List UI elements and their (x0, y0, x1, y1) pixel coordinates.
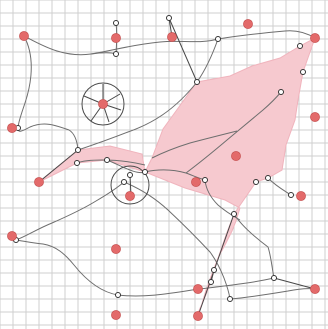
ring-node-icon (166, 15, 172, 21)
curve-top-left (23, 35, 219, 56)
link-bottom-cross (197, 213, 235, 317)
curve-ribbon-top (151, 130, 238, 159)
curve-center-branch (77, 81, 198, 151)
circles (81, 82, 150, 205)
ring-node-icon (115, 292, 121, 298)
ring-node-icon (265, 175, 271, 181)
curve-middle-links (106, 159, 206, 181)
red-dot-icon (98, 99, 108, 109)
ring-node-icon (253, 179, 259, 185)
red-dot-icon (125, 191, 135, 201)
ring-node-icon (113, 20, 119, 26)
red-dot-icon (111, 33, 121, 43)
ring-node-icon (121, 179, 127, 185)
ring-node-icon (75, 147, 81, 153)
red-dot-icon (296, 191, 306, 201)
curve-left-lower (15, 181, 125, 241)
ring-node-icon (288, 192, 294, 198)
red-dot-icon (243, 19, 253, 29)
link-left-cross (38, 149, 79, 183)
ring-node-icon (271, 275, 277, 281)
red-dot-icon (310, 112, 320, 122)
ring-node-icon (227, 296, 233, 302)
ring-node-icon (127, 172, 133, 178)
ring-node-icon (74, 160, 80, 166)
red-dot-icon (167, 32, 177, 42)
ring-node-icon (208, 279, 214, 285)
ring-node-icon (211, 267, 217, 273)
red-dot-icon (19, 31, 29, 41)
curve-middle-bottom (123, 181, 231, 300)
link-bottom-right (273, 277, 316, 290)
red-dot-icon (111, 310, 121, 320)
ring-node-icon (202, 177, 208, 183)
curve-left-side (17, 35, 79, 151)
ring-node-icon (300, 69, 306, 75)
ring-node-icon (297, 43, 303, 49)
curve-bottom-loop (15, 239, 275, 297)
curves (15, 22, 316, 300)
ring-node-icon (113, 51, 119, 57)
red-dot-icon (193, 311, 203, 321)
red-dot-icon (7, 123, 17, 133)
red-points (7, 19, 320, 321)
ring-node-icon (194, 79, 200, 85)
red-dot-icon (7, 231, 17, 241)
white-nodes (13, 15, 306, 319)
ring-node-icon (231, 211, 237, 217)
red-dot-icon (34, 177, 44, 187)
circle-b-icon (110, 165, 150, 205)
curve-right-tail (267, 177, 292, 196)
red-dot-icon (310, 33, 320, 43)
curve-top-right (217, 30, 316, 40)
link-top-right (168, 17, 198, 83)
red-dot-icon (111, 244, 121, 254)
curve-right-upper (196, 38, 219, 83)
red-dot-icon (231, 151, 241, 161)
red-dot-icon (191, 177, 201, 187)
ring-node-icon (215, 36, 221, 42)
curve-center-left (76, 159, 146, 166)
red-dot-icon (193, 284, 203, 294)
curve-bottom-right (229, 288, 316, 300)
circle-a-icon (81, 82, 125, 126)
ring-node-icon (278, 89, 284, 95)
ring-node-icon (142, 169, 148, 175)
curve-mid-right (185, 91, 282, 174)
ring-node-icon (104, 157, 110, 163)
curve-right-lower (233, 213, 275, 279)
red-dot-icon (310, 284, 320, 294)
